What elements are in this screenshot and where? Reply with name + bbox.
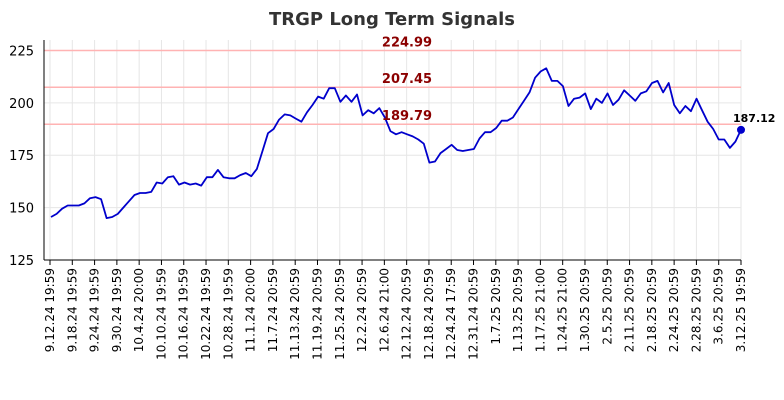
last-value-label: 187.12: [733, 112, 775, 125]
x-tick-label: 1.24.25 21:00: [556, 268, 570, 352]
x-tick-label: 12.2.24 20:59: [355, 268, 369, 352]
x-tick-label: 9.30.24 19:59: [110, 268, 124, 352]
x-tick-label: 11.25.24 20:59: [333, 268, 347, 360]
signal-level-label: 207.45: [382, 72, 432, 87]
x-tick-label: 1.13.25 20:59: [511, 268, 525, 352]
x-tick-label: 12.31.24 20:59: [467, 268, 481, 360]
x-tick-label: 12.24.24 17:59: [444, 268, 458, 360]
x-tick-label: 1.30.25 20:59: [578, 268, 592, 352]
x-tick-label: 12.12.24 20:59: [400, 268, 414, 360]
x-tick-label: 3.6.25 20:59: [712, 268, 726, 345]
signal-level-label: 189.79: [382, 109, 432, 124]
x-tick-label: 2.11.25 20:59: [623, 268, 637, 352]
x-tick-label: 10.22.24 19:59: [199, 268, 213, 360]
x-tick-label: 11.7.24 20:59: [266, 268, 280, 352]
x-tick-label: 9.12.24 19:59: [43, 268, 57, 352]
chart-title: TRGP Long Term Signals: [269, 9, 515, 30]
x-tick-label: 2.18.25 20:59: [645, 268, 659, 352]
x-tick-label: 3.12.25 19:59: [734, 268, 748, 352]
x-tick-label: 10.28.24 19:59: [221, 268, 235, 360]
x-tick-label: 9.18.24 19:59: [65, 268, 79, 352]
x-tick-label: 11.1.24 20:00: [244, 268, 258, 352]
signal-levels: [44, 49, 741, 125]
y-tick-label: 175: [9, 149, 34, 164]
x-tick-label: 11.13.24 20:59: [288, 268, 302, 360]
y-tick-label: 125: [9, 254, 34, 269]
x-tick-label: 1.17.25 21:00: [533, 268, 547, 352]
x-tick-label: 1.7.25 20:59: [489, 268, 503, 345]
y-tick-label: 200: [9, 97, 34, 112]
x-tick-label: 12.18.24 20:59: [422, 268, 436, 360]
x-tick-label: 10.10.24 19:59: [154, 268, 168, 360]
x-tick-label: 2.5.25 20:59: [600, 268, 614, 345]
grid: [44, 40, 742, 261]
y-tick-label: 150: [9, 202, 34, 217]
x-tick-label: 2.28.25 20:59: [689, 268, 703, 352]
last-value-marker: [737, 125, 745, 134]
x-tick-label: 12.6.24 21:00: [377, 268, 391, 352]
labels: 224.99 207.45 189.79 187.12: [382, 35, 776, 124]
axes: 125 150 175 200 225 9.12.24 19:59 9.18.24 19:5…: [9, 40, 748, 360]
price-line: [50, 67, 742, 220]
y-tick-label: 225: [9, 44, 34, 59]
x-tick-label: 11.19.24 20:59: [310, 268, 324, 360]
x-tick-label: 9.24.24 19:59: [88, 268, 102, 352]
x-tick-label: 10.16.24 19:59: [177, 268, 191, 360]
x-tick-label: 2.24.25 20:59: [667, 268, 681, 352]
signal-level-label: 224.99: [382, 35, 432, 50]
price-series: [50, 67, 745, 220]
x-tick-label: 10.4.24 20:00: [132, 268, 146, 352]
